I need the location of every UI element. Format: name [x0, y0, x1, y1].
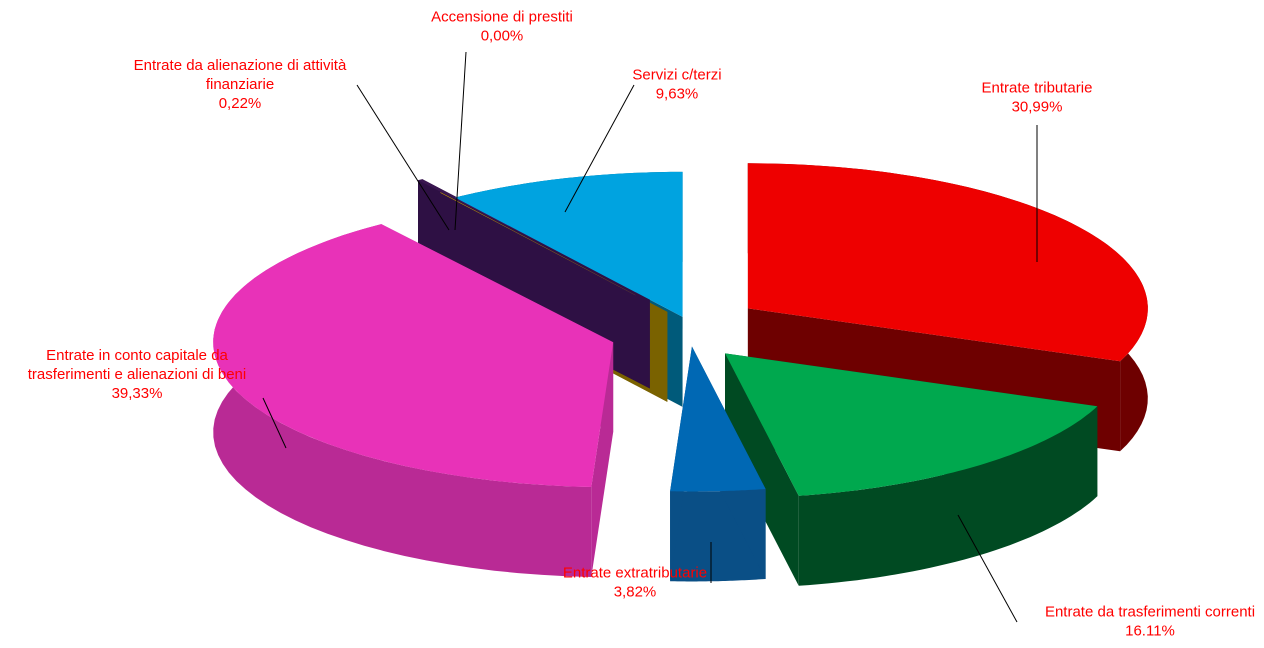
category-label-tributarie: Entrate tributarie [982, 79, 1093, 96]
slice-wall-trasferimenti_correnti-1 [725, 353, 799, 586]
leader-line-accensione_prestiti [454, 51, 467, 231]
category-label-trasferimenti_correnti: Entrate da trasferimenti correnti [1045, 603, 1255, 620]
slice-label-alienazione_attivita: Entrate da alienazione di attività finanz… [134, 57, 347, 112]
percent-label-tributarie: 30,99% [1012, 98, 1063, 115]
slice-top-servizi_terzi[interactable] [455, 171, 683, 317]
labels-layer: Entrate tributarie 30,99% Entrate da trasf… [28, 8, 1255, 639]
percent-label-servizi_terzi: 9,63% [656, 85, 699, 102]
leader-lines-layer [262, 51, 1038, 623]
percent-label-extratributarie: 3,82% [614, 583, 657, 600]
slice-top-trasferimenti_correnti[interactable] [725, 353, 1098, 496]
leader-line-alienazione_attivita [356, 84, 450, 231]
slice-top-tributarie[interactable] [747, 163, 1148, 362]
slice-label-accensione_prestiti: Accensione di prestiti 0,00% [431, 8, 573, 44]
slice-label-servizi_terzi: Servizi c/terzi 9,63% [632, 66, 721, 102]
category-label-alienazione_attivita: Entrate da alienazione di attività [134, 57, 347, 74]
leader-line-trasferimenti_correnti [957, 514, 1018, 623]
pie-tops-layer [213, 163, 1148, 496]
percent-label-accensione_prestiti: 0,00% [481, 27, 524, 44]
category-label-conto_capitale: Entrate in conto capitale da [46, 347, 228, 364]
slice-label-conto_capitale: Entrate in conto capitale da trasferiment… [28, 347, 246, 402]
slice-top-accensione_prestiti[interactable] [440, 192, 668, 312]
percent-label-trasferimenti_correnti: 16.11% [1125, 622, 1175, 639]
percent-label-conto_capitale: 39,33% [112, 385, 163, 402]
leader-line-servizi_terzi [564, 84, 635, 213]
category-label-alienazione_attivita: finanziarie [206, 76, 274, 93]
slice-top-extratributarie[interactable] [670, 346, 766, 492]
leader-line-conto_capitale [262, 397, 287, 449]
slice-top-conto_capitale[interactable] [213, 224, 614, 487]
percent-label-alienazione_attivita: 0,22% [219, 95, 262, 112]
slice-label-extratributarie: Entrate extratributarie 3,82% [563, 564, 707, 600]
slice-label-trasferimenti_correnti: Entrate da trasferimenti correnti 16.11% [1045, 603, 1255, 639]
slice-label-tributarie: Entrate tributarie 30,99% [982, 79, 1093, 115]
category-label-accensione_prestiti: Accensione di prestiti [431, 8, 573, 25]
category-label-servizi_terzi: Servizi c/terzi [632, 66, 721, 83]
category-label-extratributarie: Entrate extratributarie [563, 564, 707, 581]
category-label-conto_capitale: trasferimenti e alienazioni di beni [28, 366, 246, 383]
